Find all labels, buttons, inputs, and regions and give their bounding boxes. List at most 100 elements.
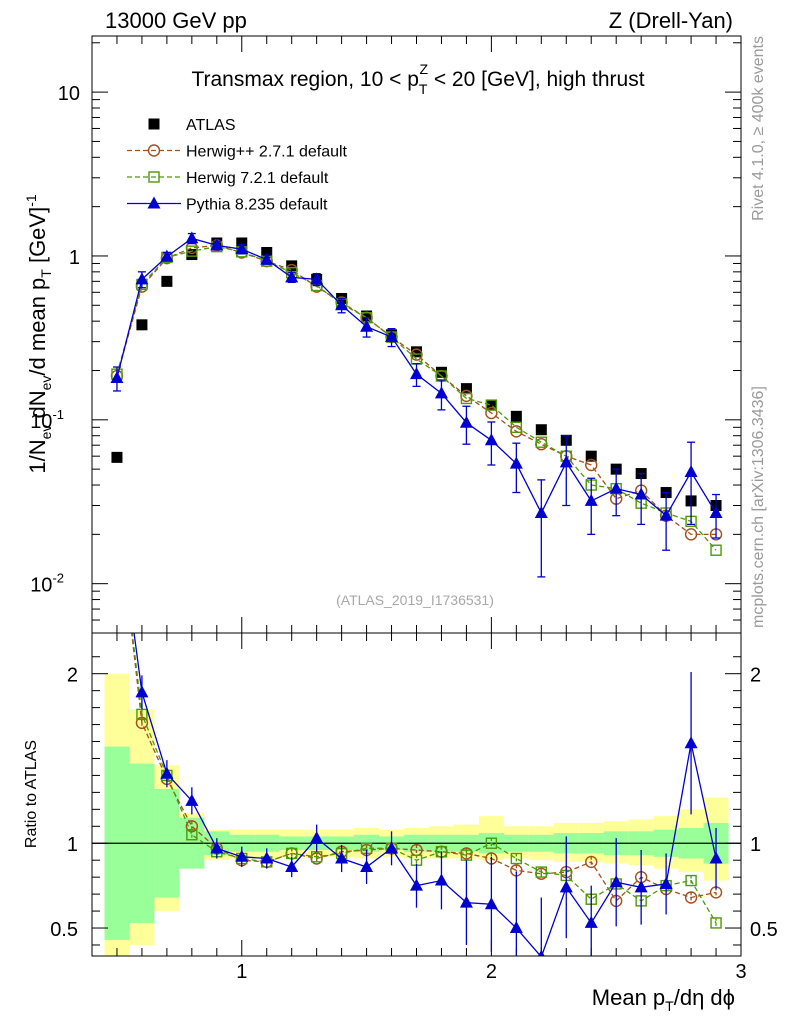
data-point: [112, 499, 122, 509]
y-tick-label: 2: [67, 665, 78, 687]
rivet-version-label: Rivet 4.1.0, ≥ 400k events: [750, 36, 767, 221]
data-point: [285, 859, 299, 872]
data-point: [485, 837, 498, 849]
data-point: [160, 249, 174, 262]
data-point: [261, 246, 273, 258]
data-point: [535, 866, 548, 878]
y-tick-label: 0.5: [750, 919, 778, 941]
data-point: [559, 880, 573, 893]
data-point: [411, 346, 422, 358]
data-point: [659, 508, 673, 521]
data-point: [286, 260, 298, 272]
data-point: [385, 841, 399, 854]
energy-label: 13000 GeV pp: [105, 8, 247, 33]
data-point: [111, 451, 123, 463]
source-label: mcplots.cern.ch [arXiv:1306.3436]: [750, 386, 767, 628]
data-point: [135, 716, 149, 730]
data-point: [709, 851, 723, 864]
data-point: [385, 330, 399, 343]
data-point: [110, 497, 123, 509]
data-point: [509, 456, 523, 469]
data-point: [684, 736, 698, 749]
x-tick-label: 2: [486, 961, 497, 983]
data-point: [235, 849, 249, 862]
data-point: [210, 841, 224, 854]
data-point: [435, 366, 447, 378]
data-point: [559, 455, 573, 468]
data-point: [434, 873, 448, 886]
data-point: [534, 505, 548, 518]
data-point: [684, 465, 698, 478]
data-point: [111, 499, 122, 510]
data-point: [136, 708, 148, 721]
data-point: [585, 450, 597, 462]
data-point: [148, 171, 160, 183]
legend: ATLAS Herwig++ 2.7.1 default Herwig 7.2.1 …: [127, 117, 348, 214]
data-point: [136, 319, 148, 331]
process-label: Z (Drell-Yan): [609, 8, 733, 33]
data-point: [185, 231, 199, 244]
data-point: [710, 917, 722, 929]
data-point: [285, 270, 299, 283]
plot-title: Transmax region, 10 < pTZ < 20 [GeV], hi…: [191, 61, 644, 97]
y-tick-label: 10-1: [30, 407, 64, 433]
ratio-plot-panel: 1 2 30.5 0.51 12 2 Ratio to ATLAS Mean pT/dη …: [23, 497, 778, 1014]
data-point: [360, 859, 374, 872]
y-tick-label: 10: [58, 83, 80, 105]
data-point: [510, 852, 523, 865]
data-point: [186, 245, 198, 257]
data-point: [110, 370, 124, 383]
y-tick-label: 10-2: [30, 571, 64, 597]
data-point: [147, 144, 161, 157]
data-point: [260, 851, 274, 864]
data-point: [460, 849, 473, 861]
y-tick-label: 1: [750, 834, 761, 856]
data-point: [634, 880, 648, 893]
data-point: [210, 238, 224, 251]
data-point: [410, 878, 423, 891]
data-point: [484, 897, 498, 910]
data-point: [460, 392, 473, 405]
ratio-series-pythia-8-235-default: [110, 497, 723, 956]
legend-label: Herwig++ 2.7.1 default: [186, 144, 348, 161]
main-plot-panel: 10-2 10-1 1 10 Transmax region, 10 < pTZ < …: [23, 35, 742, 634]
data-point: [609, 481, 623, 494]
data-point: [160, 766, 174, 779]
data-point: [485, 399, 498, 411]
data-point: [410, 367, 423, 380]
main-plot-ticks: 10-2 10-1 1 10: [30, 36, 742, 634]
data-point: [634, 487, 648, 500]
data-point: [147, 196, 161, 209]
data-point: [510, 421, 523, 434]
data-point: [535, 424, 547, 436]
data-point: [485, 399, 497, 411]
analysis-tag: (ATLAS_2019_I1736531): [336, 592, 494, 608]
data-point: [609, 875, 623, 888]
main-plot-series: [110, 231, 723, 578]
data-point: [685, 874, 697, 887]
x-tick-label: 1: [236, 961, 247, 983]
data-point: [459, 415, 473, 428]
ratio-y-axis-label: Ratio to ATLAS: [23, 740, 40, 848]
data-point: [434, 386, 448, 399]
data-point: [310, 851, 323, 863]
legend-item: Herwig++ 2.7.1 default: [127, 144, 348, 161]
data-point: [135, 685, 149, 698]
ratio-plot-series: [110, 497, 723, 956]
data-point: [585, 855, 598, 869]
x-axis-label: Mean pT/dη dϕ: [592, 985, 735, 1014]
data-point: [361, 310, 373, 322]
data-point: [148, 118, 160, 130]
data-point: [310, 272, 324, 285]
legend-item: Pythia 8.235 default: [127, 196, 328, 214]
data-point: [584, 493, 598, 506]
data-point: [310, 831, 324, 844]
data-point: [484, 433, 498, 446]
y-axis-label: 1/Nev dNev/d mean pT [GeV]-1: [23, 194, 54, 474]
data-point: [260, 252, 274, 265]
series-line: [116, 245, 717, 551]
series-herwig-7-2-1-default: [111, 240, 722, 556]
series-herwig-2-7-1-default: [110, 239, 723, 541]
data-point: [585, 458, 598, 472]
